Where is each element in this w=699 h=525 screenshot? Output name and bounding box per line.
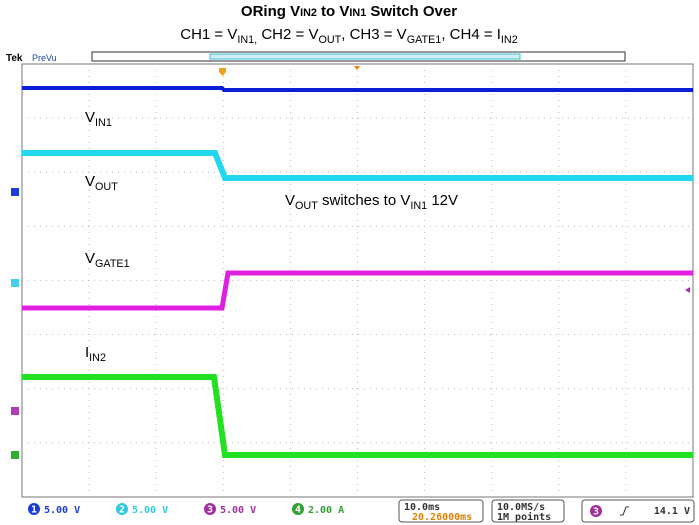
channel-badge (116, 503, 128, 515)
channel-number: 2 (119, 505, 125, 516)
annotation: VIN1 (85, 109, 112, 129)
text-part: ORing V (241, 3, 300, 20)
text-part: IN1 (410, 200, 427, 212)
ch1-ground (11, 188, 19, 196)
channel-number: 1 (31, 505, 37, 516)
text-part: 12V (427, 192, 458, 209)
text-part: , CH3 = V (341, 26, 406, 43)
trigger-badge (590, 505, 602, 517)
channel-number: 3 (207, 505, 213, 516)
text-part: V (85, 173, 95, 190)
text-part: switches to V (318, 192, 411, 209)
timebase-box (398, 499, 484, 523)
text-part: CH1 = V (180, 26, 237, 43)
text-part: to V (317, 3, 350, 20)
ch3-trace (22, 270, 693, 311)
text-part: IN1 (95, 117, 112, 129)
channel-scale: 5.00 V (220, 505, 256, 516)
trigger-channel: 3 (593, 507, 599, 518)
text-part: V (85, 250, 95, 267)
text-part: OUT (95, 181, 118, 193)
record-bar (91, 51, 626, 62)
subtitle: CH1 = VIN1, CH2 = VOUT, CH3 = VGATE1, CH… (180, 26, 517, 46)
channel-badge (28, 503, 40, 515)
text-part: IN2 (300, 7, 317, 19)
text-part: GATE1 (95, 258, 130, 270)
text-part: CH2 = V (257, 26, 318, 43)
ch2-ground (11, 279, 19, 287)
trigger-level (685, 287, 690, 293)
text-part: V (285, 192, 295, 209)
ch4-trace (22, 374, 693, 458)
ch2-trace (22, 150, 693, 181)
text-part: OUT (318, 34, 341, 46)
text-part: OUT (295, 200, 318, 212)
text-part: I (85, 344, 89, 361)
mode: PreVu (32, 53, 57, 63)
channel-scale: 5.00 V (44, 505, 80, 516)
record-length: 1M points (497, 511, 551, 523)
timebase: 10.0ms (404, 502, 440, 513)
acq-box (491, 499, 565, 523)
text-part: Switch Over (366, 3, 457, 20)
text-part: , CH4 = I (441, 26, 501, 43)
sample-rate: 10.0MS/s (497, 502, 545, 513)
annotation: VOUT switches to VIN1 12V (285, 192, 458, 212)
text-part: V (85, 109, 95, 126)
brand: Tek (6, 53, 23, 64)
ch4-ground (11, 451, 19, 459)
trigger-level-text: 14.1 V (654, 506, 690, 517)
trigger-slope (620, 506, 629, 516)
text-part: IN2 (89, 352, 106, 364)
record-window (209, 53, 521, 60)
channel-badge (204, 503, 216, 515)
text-part: IN1 (349, 7, 366, 19)
status-bar: 1 5.00 V 2 5.00 V 3 5.00 V 4 2.00 A 10.0ms20.260… (28, 499, 695, 523)
trigger-box (581, 499, 695, 523)
center-marker (354, 66, 360, 70)
annotation: VOUT (85, 173, 118, 193)
channel-number: 4 (295, 505, 301, 516)
ch3-ground (11, 407, 19, 415)
annotation: VGATE1 (85, 250, 130, 270)
ch1-trace (22, 86, 693, 92)
trigger-marker (219, 68, 226, 76)
text-part: GATE1 (407, 34, 442, 46)
channel-scale: 2.00 A (308, 505, 344, 516)
annotation: IIN2 (85, 344, 106, 364)
channel-scale: 5.00 V (132, 505, 168, 516)
trigger-position: 20.26000ms (412, 512, 472, 523)
title: ORing VIN2 to VIN1 Switch Over (241, 3, 457, 20)
text-part: IN2 (501, 34, 518, 46)
channel-badge (292, 503, 304, 515)
text-part: IN1, (237, 34, 257, 46)
